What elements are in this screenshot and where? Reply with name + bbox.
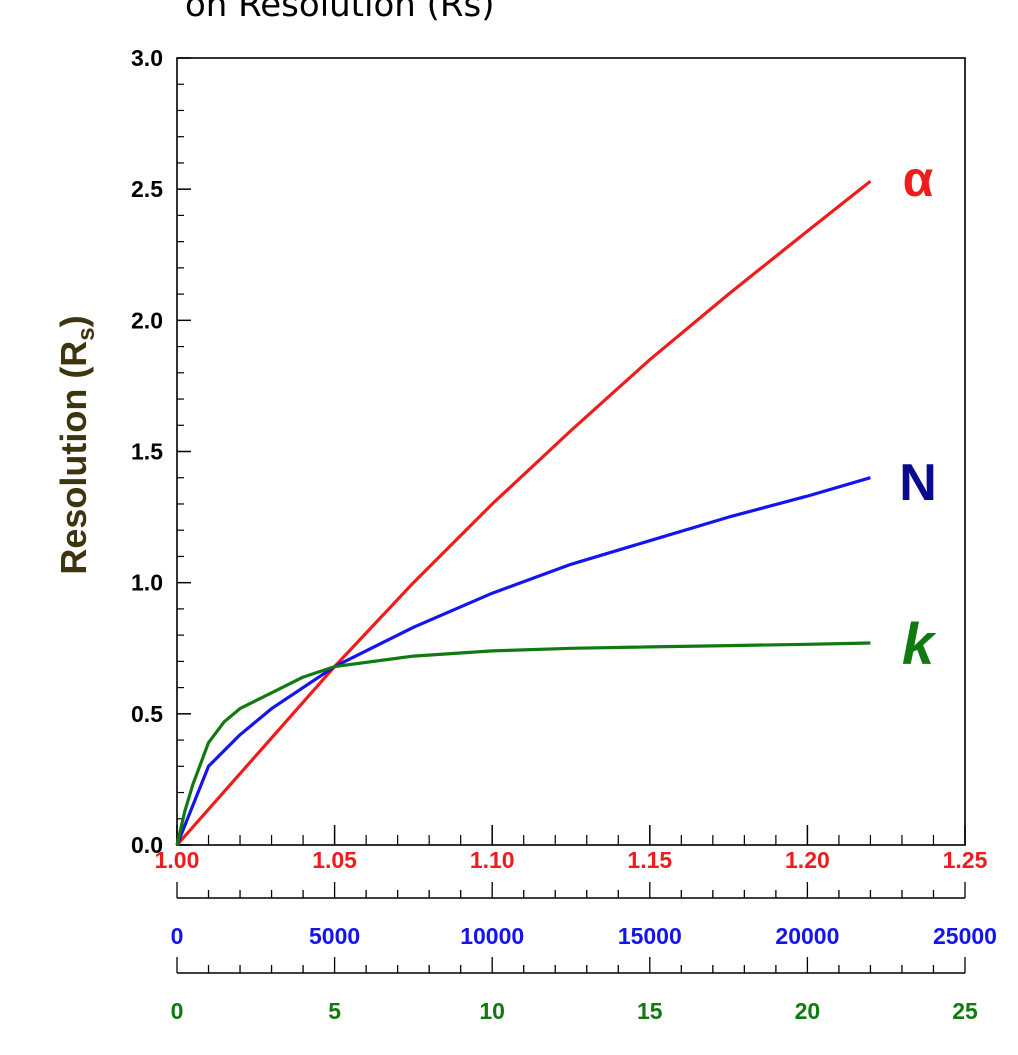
series-label-n: N (899, 454, 937, 512)
series-line-alpha (175, 180, 872, 847)
x-tick-label-k: 15 (637, 998, 663, 1024)
y-tick-label: 3.0 (131, 45, 163, 71)
x-tick-label-k: 20 (795, 998, 821, 1024)
k-axis: 0 5 10 15 20 25 (171, 957, 978, 1024)
series-label-alpha: α (903, 151, 934, 207)
x-tick-label-alpha: 1.25 (943, 847, 988, 873)
x-tick-label-alpha: 1.20 (785, 847, 830, 873)
alpha-axis: 1.00 1.05 1.10 1.15 1.20 1.25 (155, 825, 988, 873)
x-tick-label-N: 15000 (618, 923, 682, 949)
x-tick-label-N: 10000 (460, 923, 524, 949)
y-axis-label: Resolution (Rs) (53, 315, 100, 574)
y-tick-label: 0.5 (131, 701, 163, 727)
x-tick-label-k: 25 (952, 998, 978, 1024)
x-tick-label-N: 5000 (309, 923, 360, 949)
series-line-N (175, 476, 871, 846)
y-tick-label: 1.0 (131, 570, 163, 596)
y-tick-label: 0.0 (131, 832, 163, 858)
x-tick-label-k: 10 (479, 998, 505, 1024)
y-tick-label: 2.0 (131, 307, 163, 333)
x-tick-label-N: 20000 (775, 923, 839, 949)
y-axis-label-sub: s (73, 327, 100, 340)
x-tick-label-k: 5 (328, 998, 341, 1024)
plot-frame (176, 57, 966, 846)
series-line-k (175, 641, 871, 846)
chart-title: on Resolution (Rs) (185, 0, 495, 25)
n-axis: 0 5000 10000 15000 20000 25000 (171, 882, 997, 949)
y-axis: 0.0 0.5 1.0 1.5 2.0 2.5 3.0 (131, 45, 191, 858)
y-tick-label: 1.5 (131, 439, 163, 465)
y-axis-label-main: Resolution (R (53, 341, 94, 575)
x-tick-label-N: 0 (171, 923, 184, 949)
y-tick-label: 2.5 (131, 176, 163, 202)
series-lines (175, 180, 872, 847)
x-tick-label-alpha: 1.00 (155, 847, 200, 873)
y-axis-label-close: ) (53, 315, 94, 327)
x-tick-label-alpha: 1.05 (312, 847, 357, 873)
x-tick-label-alpha: 1.10 (470, 847, 515, 873)
series-label-k: k (902, 612, 937, 677)
x-tick-label-alpha: 1.15 (627, 847, 672, 873)
x-tick-label-k: 0 (171, 998, 184, 1024)
x-tick-label-N: 25000 (933, 923, 997, 949)
